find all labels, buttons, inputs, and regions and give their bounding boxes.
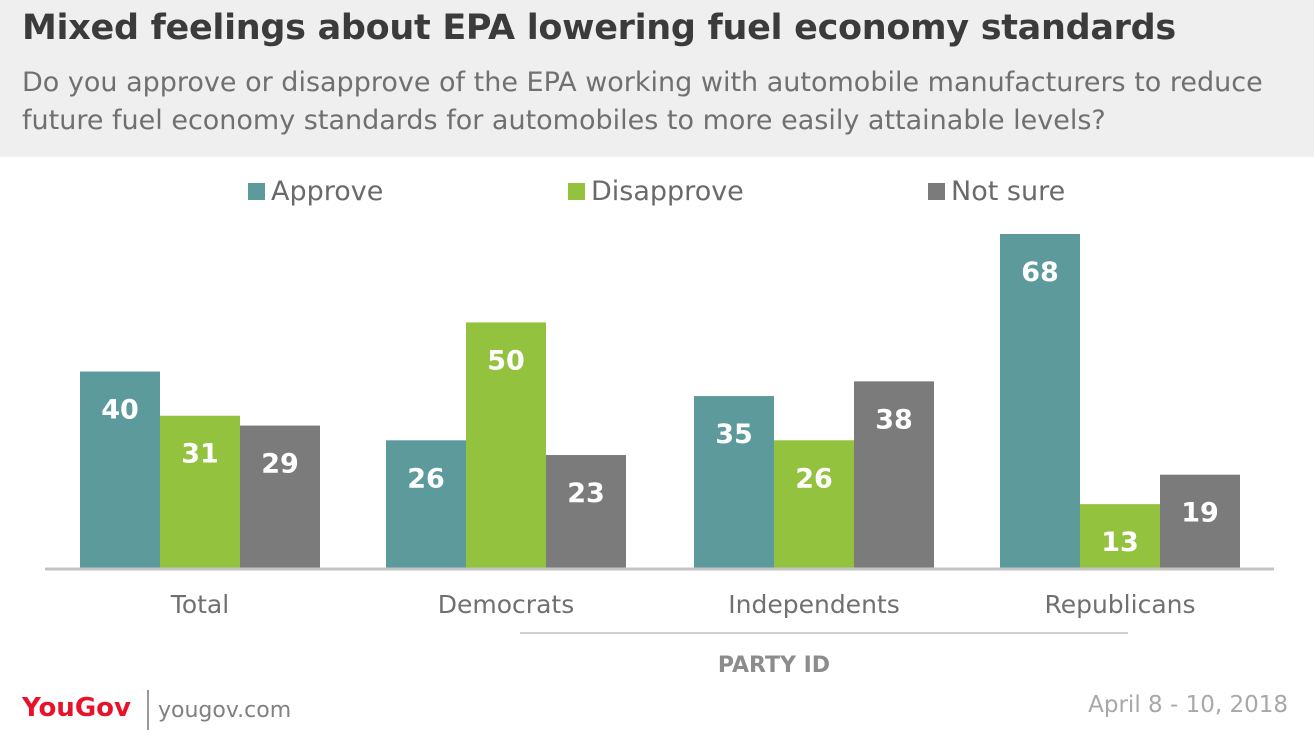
bar-democrats-not-sure: [546, 455, 626, 568]
chart-title: Mixed feelings about EPA lowering fuel e…: [22, 8, 1176, 48]
data-label-independents-not-sure: 38: [875, 404, 913, 435]
data-label-independents-disapprove: 26: [795, 463, 833, 494]
data-label-republicans-approve: 68: [1021, 257, 1059, 288]
data-label-republicans-disapprove: 13: [1101, 527, 1139, 558]
data-label-total-disapprove: 31: [181, 439, 219, 470]
yougov-logo: YouGov: [22, 693, 131, 723]
footer-site-link[interactable]: yougov.com: [158, 698, 292, 723]
bar-republicans-approve: [1000, 234, 1080, 568]
legend-label-disapprove: Disapprove: [591, 176, 744, 207]
bar-chart: Approve Disapprove Not sure 40 31 29 Total 26 50…: [45, 176, 1274, 678]
category-label-independents: Independents: [728, 590, 899, 619]
party-id-label: PARTY ID: [718, 653, 830, 678]
bar-republicans-disapprove: [1080, 504, 1160, 568]
bar-democrats-approve: [386, 440, 466, 568]
data-label-democrats-not-sure: 23: [567, 478, 605, 509]
bar-republicans-not-sure: [1160, 474, 1240, 568]
data-label-republicans-not-sure: 19: [1181, 498, 1219, 529]
category-label-republicans: Republicans: [1044, 590, 1195, 619]
survey-date: April 8 - 10, 2018: [1088, 692, 1288, 718]
chart-subtitle: Do you approve or disapprove of the EPA …: [22, 67, 1263, 136]
data-label-democrats-approve: 26: [407, 463, 445, 494]
bar-independents-not-sure: [854, 381, 934, 568]
bar-independents-disapprove: [774, 440, 854, 568]
data-label-total-not-sure: 29: [261, 449, 299, 480]
data-label-independents-approve: 35: [715, 419, 753, 450]
bar-independents-approve: [694, 396, 774, 568]
bar-total-disapprove: [160, 415, 240, 568]
data-label-democrats-disapprove: 50: [487, 345, 525, 376]
bar-democrats-disapprove: [466, 322, 546, 568]
bar-total-approve: [80, 371, 160, 568]
footer-separator: [147, 690, 149, 730]
category-label-total: Total: [170, 590, 229, 619]
bar-total-not-sure: [240, 425, 320, 568]
legend-label-not-sure: Not sure: [951, 176, 1065, 207]
category-label-democrats: Democrats: [438, 590, 574, 619]
data-label-total-approve: 40: [101, 395, 139, 426]
legend-label-approve: Approve: [271, 176, 383, 207]
legend-swatch-approve: [248, 183, 265, 200]
header-band: Mixed feelings about EPA lowering fuel e…: [0, 0, 1314, 157]
legend-swatch-not-sure: [928, 183, 945, 200]
legend-swatch-disapprove: [568, 183, 585, 200]
